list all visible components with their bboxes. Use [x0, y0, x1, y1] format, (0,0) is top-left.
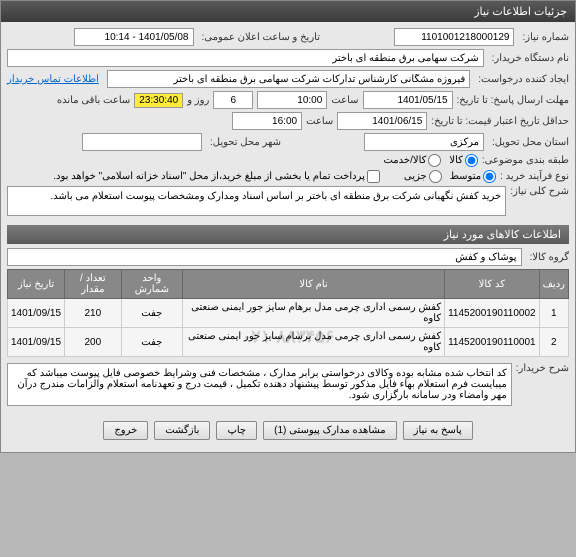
table-row: 11145200190110002کفش رسمی اداری چرمی مدل… — [8, 299, 569, 328]
purchase-type-label: نوع فرآیند خرید : — [500, 171, 569, 182]
validity-label: حداقل تاریخ اعتبار قیمت: تا تاریخ: — [431, 116, 569, 127]
table-cell: جفت — [121, 299, 182, 328]
th-name: نام کالا — [183, 270, 445, 299]
table-cell: 200 — [65, 328, 122, 357]
table-cell: 210 — [65, 299, 122, 328]
public-time-input[interactable] — [74, 28, 194, 46]
time-label-1: ساعت — [331, 95, 358, 106]
table-cell: 1 — [539, 299, 568, 328]
window-titlebar: جزئیات اطلاعات نیاز — [1, 1, 575, 22]
buyer-name-label: نام دستگاه خریدار: — [492, 53, 569, 64]
time-label-2: ساعت — [306, 116, 333, 127]
th-code: کد کالا — [445, 270, 540, 299]
creator-input[interactable] — [107, 70, 470, 88]
goods-section-header: اطلاعات کالاهای مورد نیاز — [7, 225, 569, 244]
day-label: روز و — [187, 95, 209, 106]
print-button[interactable]: چاپ — [216, 421, 257, 440]
goods-group-input[interactable] — [7, 248, 522, 266]
table-cell: کفش رسمی اداری چرمی مدل برهام سایز جور ا… — [183, 299, 445, 328]
table-cell: 1401/09/15 — [8, 328, 65, 357]
validity-date-input[interactable] — [337, 112, 427, 130]
goods-radio[interactable]: کالا — [449, 154, 478, 167]
th-qty: تعداد / مقدار — [65, 270, 122, 299]
table-cell: 1401/09/15 — [8, 299, 65, 328]
payment-checkbox[interactable]: پرداخت تمام یا بخشی از مبلغ خرید،از محل … — [53, 170, 380, 183]
province-label: استان محل تحویل: — [492, 137, 569, 148]
table-cell: 1145200190110001 — [445, 328, 540, 357]
need-desc-box: خرید کفش نگهبانی شرکت برق منطقه ای باختر… — [7, 186, 506, 216]
creator-label: ایجاد کننده درخواست: — [478, 74, 569, 85]
province-input[interactable] — [364, 133, 484, 151]
attachments-button[interactable]: مشاهده مدارک پیوستی (1) — [263, 421, 397, 440]
reply-button[interactable]: پاسخ به نیاز — [403, 421, 473, 440]
table-cell: 2 — [539, 328, 568, 357]
table-row: 21145200190110001کفش رسمی اداری چرمی مدل… — [8, 328, 569, 357]
contact-info-link[interactable]: اطلاعات تماس خریدار — [7, 74, 99, 85]
back-button[interactable]: بازگشت — [154, 421, 210, 440]
small-radio[interactable]: جزیی — [404, 170, 442, 183]
buyer-desc-box: کد انتخاب شده مشابه بوده وکالای درخواستی… — [7, 363, 512, 406]
th-row: ردیف — [539, 270, 568, 299]
need-no-label: شماره نیاز: — [522, 32, 569, 43]
th-date: تاریخ نیاز — [8, 270, 65, 299]
goods-table: ردیف کد کالا نام کالا واحد شمارش تعداد /… — [7, 269, 569, 357]
goods-group-label: گروه کالا: — [530, 252, 569, 263]
validity-time-input[interactable] — [232, 112, 302, 130]
need-desc-label: شرح کلی نیاز: — [510, 186, 569, 197]
public-time-label: تاریخ و ساعت اعلان عمومی: — [202, 32, 321, 43]
city-input[interactable] — [82, 133, 202, 151]
buyer-desc-label: شرح خریدار: — [516, 363, 569, 374]
exit-button[interactable]: خروج — [103, 421, 148, 440]
table-cell: کفش رسمی اداری چرمی مدل برسام سایز جور ا… — [183, 328, 445, 357]
deadline-date-input[interactable] — [363, 91, 453, 109]
table-cell: جفت — [121, 328, 182, 357]
city-label: شهر محل تحویل: — [210, 137, 281, 148]
table-cell: 1145200190110002 — [445, 299, 540, 328]
buyer-name-input[interactable] — [7, 49, 484, 67]
deadline-time-input[interactable] — [257, 91, 327, 109]
hours-remain-label: ساعت باقی مانده — [57, 95, 130, 106]
service-radio[interactable]: کالا/خدمت — [383, 154, 441, 167]
need-no-input[interactable] — [394, 28, 514, 46]
days-remain-input — [213, 91, 253, 109]
countdown-badge: 23:30:40 — [134, 93, 183, 108]
budget-class-label: طبقه بندی موضوعی: — [482, 155, 569, 166]
deadline-label: مهلت ارسال پاسخ: تا تاریخ: — [457, 95, 569, 106]
mid-radio[interactable]: متوسط — [450, 170, 496, 183]
th-unit: واحد شمارش — [121, 270, 182, 299]
